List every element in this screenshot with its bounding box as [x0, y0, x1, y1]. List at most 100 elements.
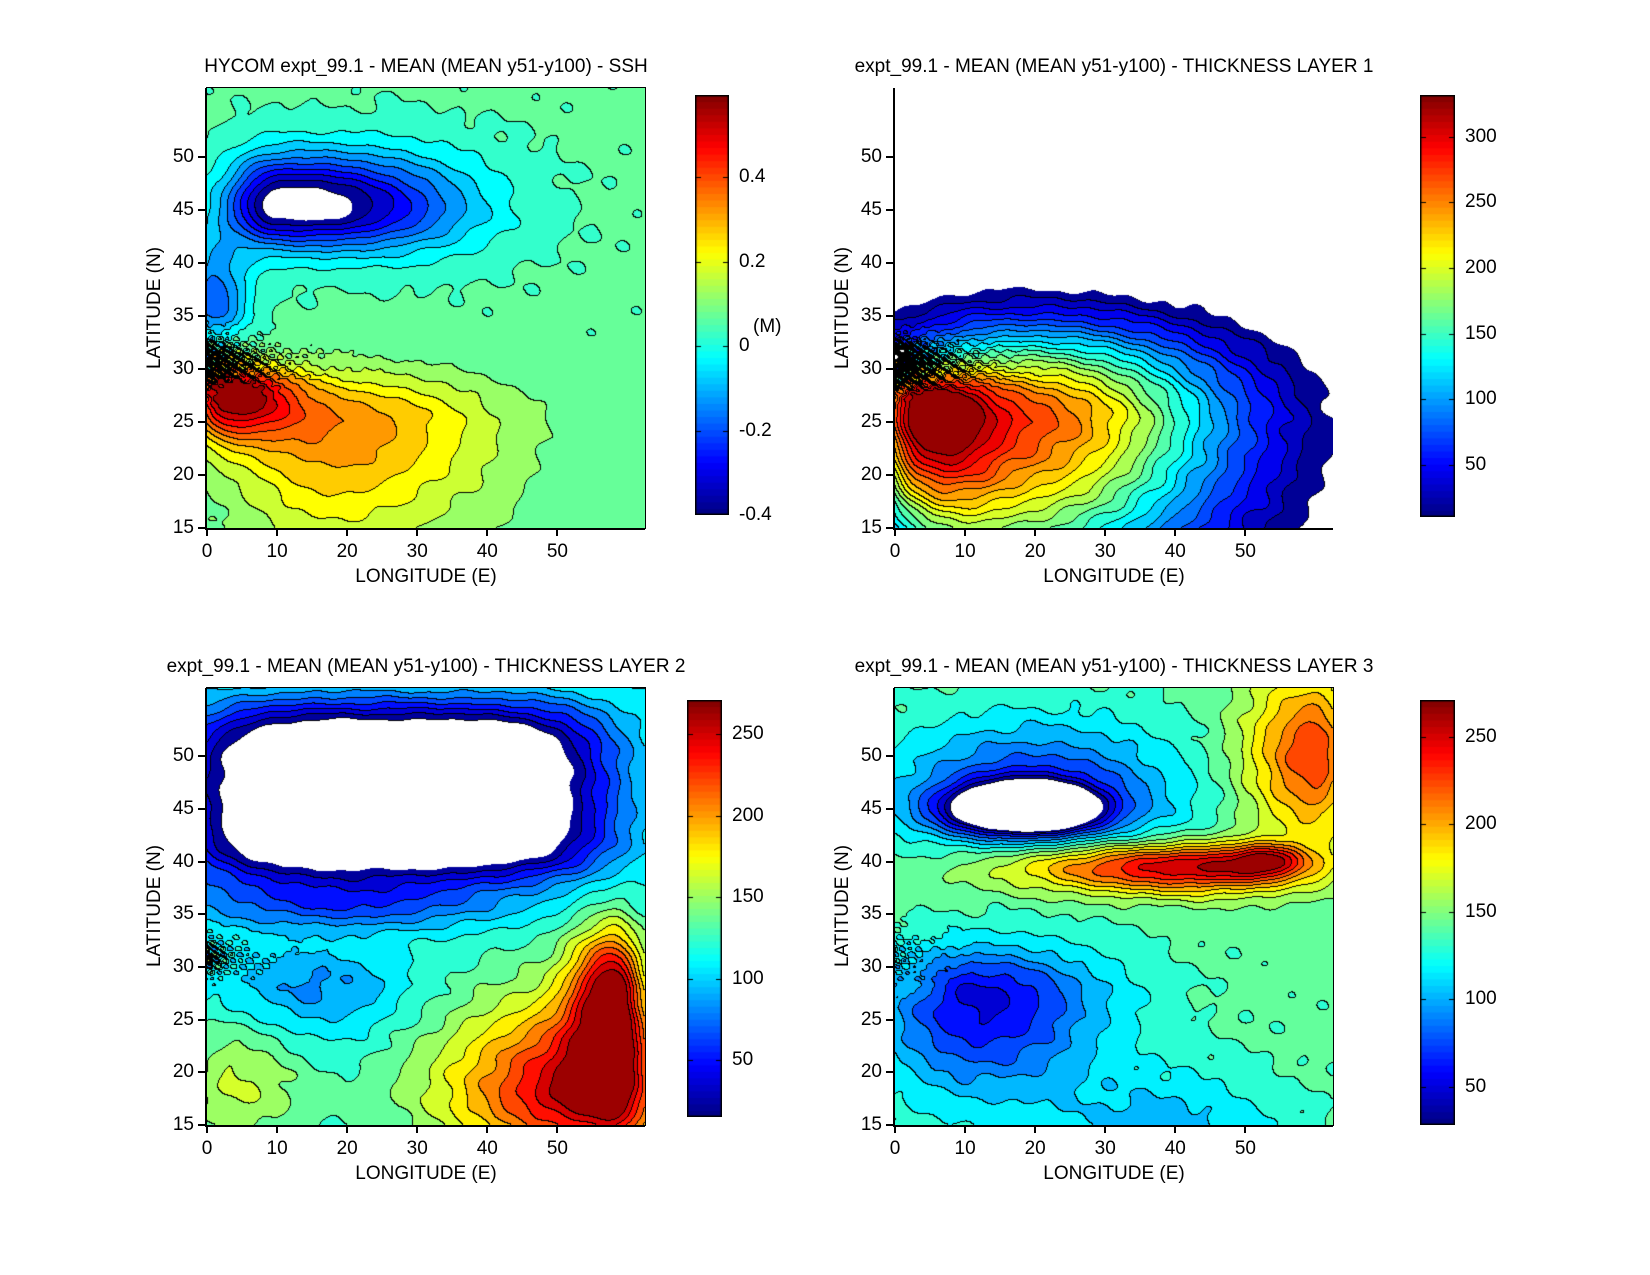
x-tick-label: 40	[1164, 1138, 1186, 1159]
x-tick-label: 10	[266, 1138, 288, 1159]
x-tick-label: 20	[336, 1138, 358, 1159]
colorbar-tick-label: 50	[732, 1048, 754, 1070]
y-tick-label: 20	[172, 463, 194, 485]
y-tick-label: 15	[172, 517, 194, 538]
y-tick-mark	[886, 527, 893, 529]
y-tick-label: 40	[860, 251, 882, 273]
y-tick-mark	[198, 155, 205, 158]
y-tick-mark	[198, 420, 205, 423]
x-axis-spine	[893, 528, 1333, 530]
x-tick-label: 0	[201, 1138, 213, 1159]
plot4-x-axis-label: LONGITUDE (E)	[1043, 1163, 1185, 1184]
colorbar-tick-label: 0.4	[739, 166, 766, 188]
y-tick-mark	[886, 208, 893, 211]
colorbar-tick-label: 100	[1465, 388, 1497, 410]
x-axis-spine	[205, 528, 645, 530]
y-tick-label: 30	[172, 956, 194, 978]
colorbar-tick-label: 200	[1465, 813, 1497, 835]
y-tick-mark	[886, 808, 893, 811]
x-tick-label: 40	[476, 1138, 498, 1159]
layer1-colorbar	[1420, 95, 1455, 517]
x-tick-label: 20	[336, 541, 358, 562]
x-tick-mark	[894, 1127, 896, 1133]
x-tick-mark	[346, 1127, 349, 1133]
colorbar-tick-label: 100	[732, 967, 764, 989]
x-axis-spine	[893, 1125, 1333, 1127]
x-tick-mark	[894, 530, 896, 536]
y-tick-label: 35	[860, 903, 882, 925]
x-tick-mark	[206, 530, 208, 536]
x-tick-mark	[1244, 1127, 1247, 1133]
colorbar-tick-label: 0.2	[739, 250, 766, 272]
x-tick-mark	[964, 530, 967, 536]
y-axis-spine	[205, 688, 207, 1127]
x-tick-label: 0	[889, 1138, 901, 1159]
colorbar-tick-label: 150	[732, 886, 764, 908]
x-tick-mark	[276, 1127, 279, 1133]
x-tick-label: 30	[406, 1138, 428, 1159]
x-tick-mark	[1034, 1127, 1037, 1133]
x-tick-mark	[1174, 530, 1177, 536]
x-tick-mark	[346, 530, 349, 536]
y-tick-mark	[886, 261, 893, 264]
colorbar-tick-label: -0.4	[739, 504, 772, 525]
y-tick-label: 25	[860, 410, 882, 432]
y-tick-mark	[886, 1124, 893, 1126]
x-tick-mark	[276, 530, 279, 536]
layer3-colorbar	[1420, 700, 1455, 1125]
ssh-colorbar-unit-label: (M)	[753, 316, 782, 337]
y-tick-label: 30	[172, 357, 194, 379]
colorbar-tick-label: 0	[739, 335, 750, 357]
y-tick-mark	[198, 314, 205, 317]
colorbar-tick-label: 200	[1465, 256, 1497, 278]
y-tick-label: 25	[172, 410, 194, 432]
layer3-thickness-contour-field	[894, 687, 1334, 1126]
y-tick-mark	[886, 420, 893, 423]
x-tick-label: 50	[546, 1138, 568, 1159]
x-tick-mark	[556, 530, 559, 536]
colorbar-tick-label: 50	[1465, 1075, 1487, 1097]
x-tick-label: 10	[954, 541, 976, 562]
y-tick-label: 15	[860, 1114, 882, 1135]
layer2-thickness-contour-field	[206, 687, 646, 1126]
y-tick-mark	[198, 367, 205, 370]
y-tick-label: 25	[860, 1008, 882, 1030]
y-tick-mark	[886, 860, 893, 863]
x-tick-label: 50	[1234, 541, 1256, 562]
x-tick-mark	[206, 1127, 208, 1133]
x-tick-label: 30	[406, 541, 428, 562]
y-axis-spine	[893, 88, 895, 530]
colorbar-tick-label: 100	[1465, 988, 1497, 1010]
y-tick-mark	[198, 261, 205, 264]
x-tick-label: 30	[1094, 1138, 1116, 1159]
y-tick-label: 50	[860, 145, 882, 167]
y-tick-label: 15	[172, 1114, 194, 1135]
y-tick-mark	[886, 1071, 893, 1074]
colorbar-tick-label: 200	[732, 804, 764, 826]
y-tick-mark	[198, 473, 205, 476]
y-tick-label: 50	[172, 745, 194, 767]
x-tick-label: 10	[954, 1138, 976, 1159]
x-tick-label: 0	[889, 541, 901, 562]
x-tick-label: 0	[201, 541, 213, 562]
y-tick-label: 35	[172, 903, 194, 925]
y-tick-mark	[198, 913, 205, 916]
y-tick-mark	[198, 755, 205, 758]
y-tick-label: 40	[172, 251, 194, 273]
y-tick-label: 45	[172, 798, 194, 820]
plot3-x-axis-label: LONGITUDE (E)	[355, 1163, 497, 1184]
x-tick-label: 50	[1234, 1138, 1256, 1159]
y-tick-mark	[886, 966, 893, 969]
y-tick-label: 20	[860, 1061, 882, 1083]
x-tick-mark	[416, 1127, 419, 1133]
y-tick-label: 20	[860, 463, 882, 485]
y-tick-mark	[886, 314, 893, 317]
y-tick-label: 50	[860, 745, 882, 767]
y-tick-mark	[198, 527, 205, 529]
y-tick-label: 45	[860, 198, 882, 220]
x-tick-mark	[1244, 530, 1247, 536]
x-tick-mark	[486, 530, 489, 536]
y-tick-mark	[198, 1071, 205, 1074]
y-axis-spine	[893, 688, 895, 1127]
